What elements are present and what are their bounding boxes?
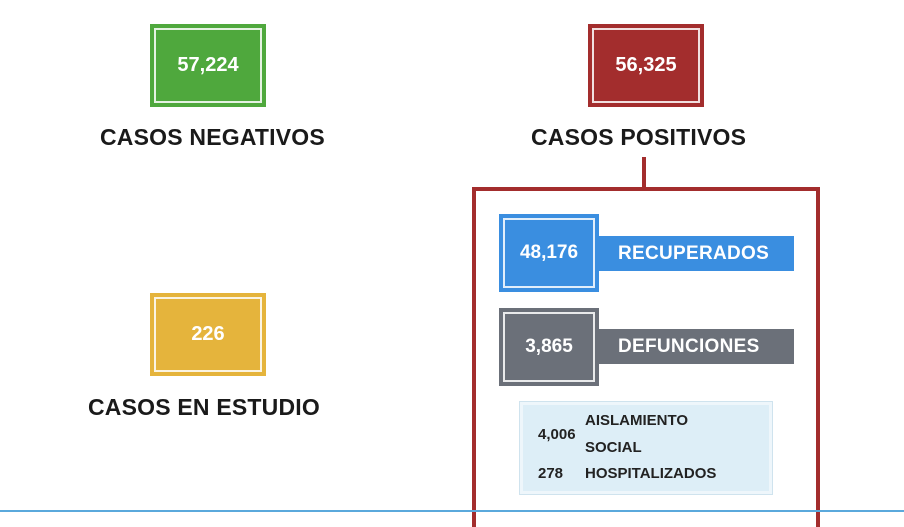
positivos-label: CASOS POSITIVOS (531, 124, 747, 150)
positivos-breakdown-frame (472, 187, 820, 527)
negativos-label: CASOS NEGATIVOS (100, 124, 325, 150)
estudio-count-box: 226 (150, 293, 266, 376)
estudio-count: 226 (191, 323, 225, 345)
hospitalizados-label: HOSPITALIZADOS (585, 465, 717, 482)
hospitalizados-count: 278 (538, 465, 564, 482)
negativos-count-box: 57,224 (150, 24, 266, 107)
positivos-count-box: 56,325 (588, 24, 704, 107)
bottom-divider (0, 510, 904, 512)
aislamiento-label-line2: SOCIAL (585, 439, 642, 456)
recuperados-bar: RECUPERADOS (596, 236, 794, 271)
defunciones-label: DEFUNCIONES (618, 335, 760, 357)
defunciones-count-box: 3,865 (499, 308, 599, 386)
aislamiento-count: 4,006 (538, 426, 576, 443)
recuperados-label: RECUPERADOS (618, 242, 770, 264)
defunciones-bar: DEFUNCIONES (596, 329, 794, 364)
defunciones-count: 3,865 (525, 336, 573, 357)
aislamiento-label-line1: AISLAMIENTO (585, 412, 689, 429)
recuperados-count: 48,176 (519, 242, 579, 263)
estudio-label: CASOS EN ESTUDIO (88, 394, 320, 420)
positivos-connector (642, 157, 646, 189)
recuperados-count-box: 48,176 (499, 214, 599, 292)
positivos-count: 56,325 (615, 54, 677, 76)
detalle-panel (519, 401, 773, 495)
negativos-count: 57,224 (177, 54, 239, 76)
